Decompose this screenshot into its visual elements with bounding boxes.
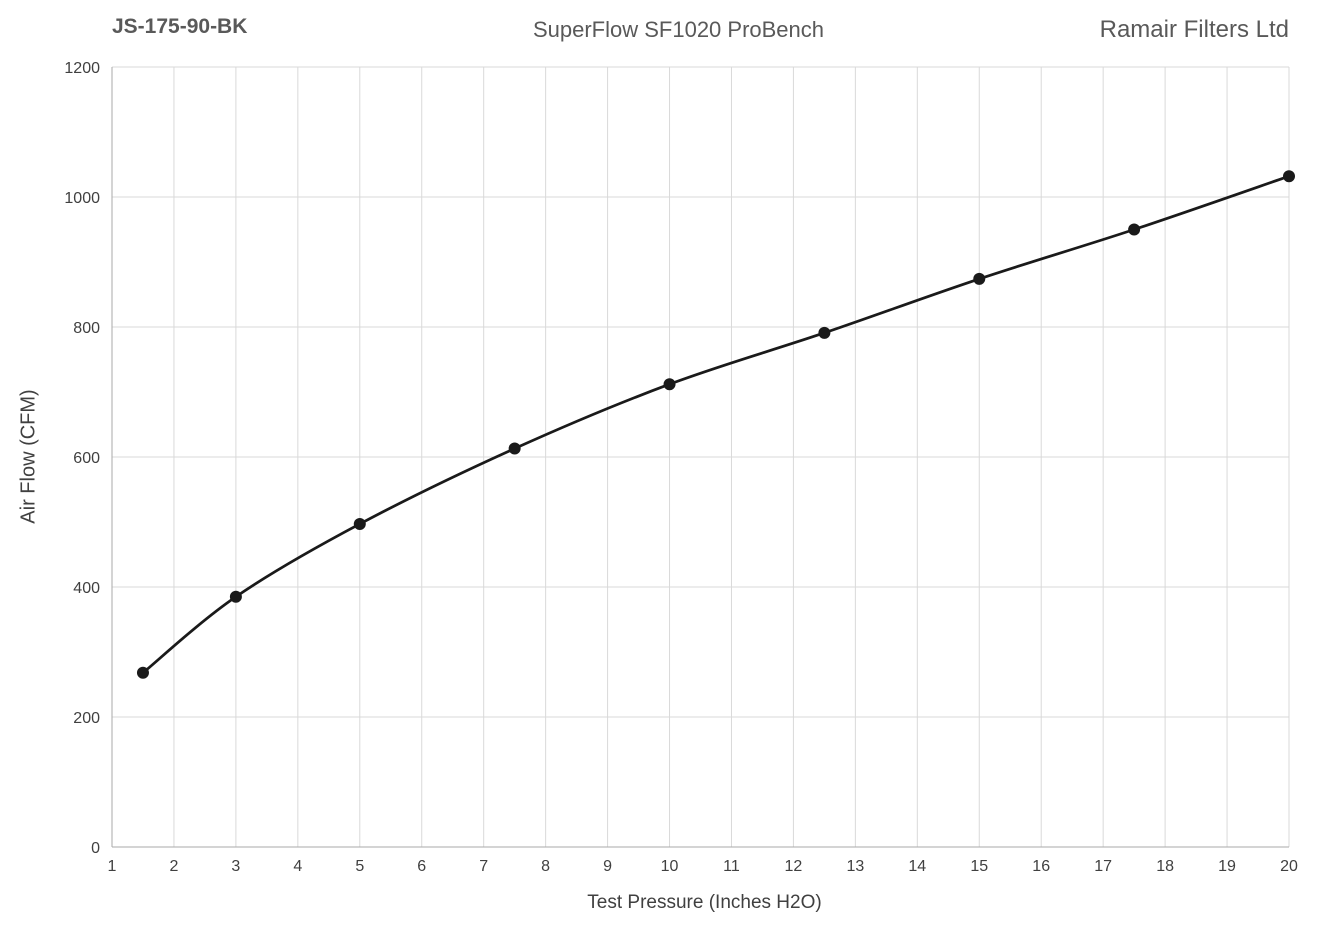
svg-text:9: 9 (603, 858, 612, 875)
svg-text:1200: 1200 (64, 60, 100, 77)
svg-text:0: 0 (91, 840, 100, 857)
svg-text:1: 1 (108, 858, 117, 875)
svg-text:15: 15 (970, 858, 988, 875)
svg-text:6: 6 (417, 858, 426, 875)
svg-text:11: 11 (723, 858, 740, 875)
svg-text:17: 17 (1094, 858, 1112, 875)
svg-text:2: 2 (169, 858, 178, 875)
svg-text:8: 8 (541, 858, 550, 875)
svg-text:5: 5 (355, 858, 364, 875)
svg-text:14: 14 (908, 858, 926, 875)
svg-text:19: 19 (1218, 858, 1236, 875)
svg-text:400: 400 (73, 580, 100, 597)
svg-text:12: 12 (785, 858, 803, 875)
svg-text:800: 800 (73, 320, 100, 337)
svg-text:4: 4 (293, 858, 302, 875)
svg-text:7: 7 (479, 858, 488, 875)
svg-text:20: 20 (1280, 858, 1298, 875)
svg-text:600: 600 (73, 450, 100, 467)
svg-text:3: 3 (231, 858, 240, 875)
svg-text:1000: 1000 (64, 190, 100, 207)
svg-text:16: 16 (1032, 858, 1050, 875)
svg-text:13: 13 (846, 858, 864, 875)
svg-text:10: 10 (661, 858, 679, 875)
svg-text:18: 18 (1156, 858, 1174, 875)
svg-text:200: 200 (73, 710, 100, 727)
